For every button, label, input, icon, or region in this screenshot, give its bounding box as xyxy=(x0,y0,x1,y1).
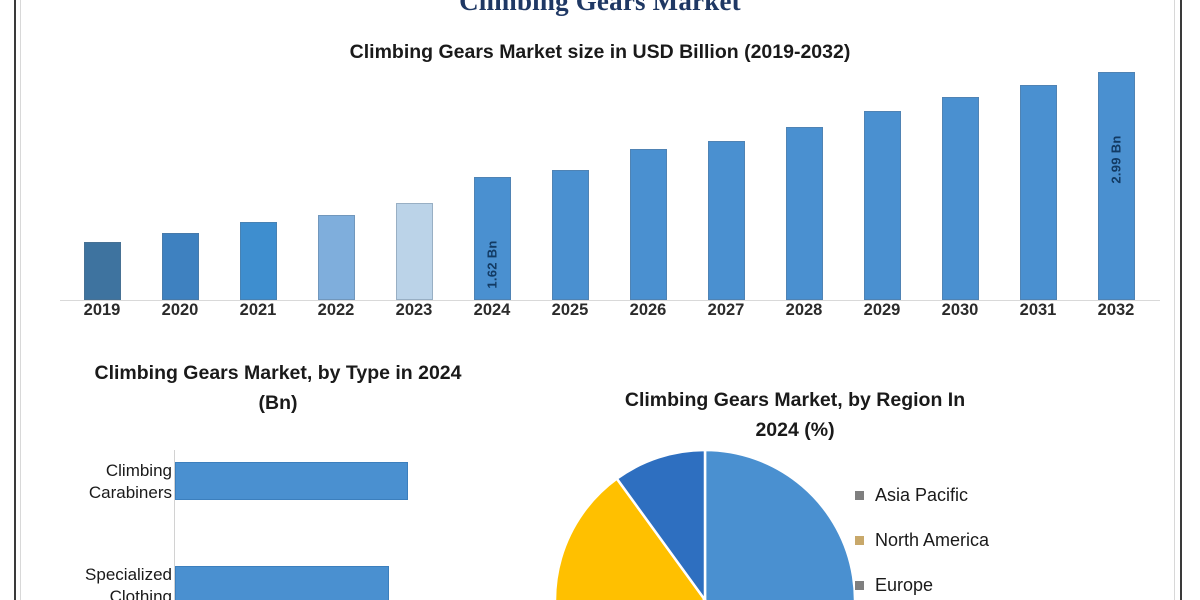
frame-border-right-inner xyxy=(1174,0,1175,600)
column-bar xyxy=(162,233,199,300)
region-legend-swatch-icon xyxy=(855,536,864,545)
column-bar-slot: 2.99 Bn xyxy=(1077,60,1155,300)
type-chart-axis-line xyxy=(174,450,175,600)
column-bar-slot xyxy=(531,60,609,300)
region-pie-slice: Europe: 21% xyxy=(553,476,707,600)
column-chart-axis-line xyxy=(60,300,1160,301)
type-chart-title-line1: Climbing Gears Market, by Type in 2024 xyxy=(94,362,462,384)
region-chart-title-line1: Climbing Gears Market, by Region In xyxy=(624,389,966,411)
type-bar-label: Climbing Carabiners xyxy=(88,461,172,502)
frame-border-left xyxy=(14,0,16,600)
column-bar-slot xyxy=(765,60,843,300)
region-chart-title: Climbing Gears Market, by Region In 2024… xyxy=(555,385,1035,445)
column-bar xyxy=(1020,85,1057,300)
market-size-column-chart: 1.62 Bn 2.99 Bn 2019 2020 2021 2022 2023 2024 2… xyxy=(60,60,1160,335)
region-chart-title-line2: 2024 (%) xyxy=(755,419,835,441)
market-by-type-chart: Climbing Gears Market, by Type in 2024 (… xyxy=(22,358,534,600)
column-bar xyxy=(474,177,511,300)
region-legend-swatch-icon xyxy=(855,491,864,500)
column-chart-x-tick: 2019 xyxy=(83,301,121,319)
column-chart-subtitle: Climbing Gears Market size in USD Billio… xyxy=(349,41,851,63)
region-pie-graphic: Asia Pacific: 45%North America: 24%Europ… xyxy=(553,448,857,600)
frame-border-right xyxy=(1180,0,1182,600)
column-bar-slot xyxy=(999,60,1077,300)
column-bar xyxy=(708,141,745,300)
column-chart-x-tick: 2029 xyxy=(863,301,901,319)
market-by-region-chart: Climbing Gears Market, by Region In 2024… xyxy=(545,385,1185,600)
column-bar xyxy=(396,203,433,300)
region-pie-slice: Asia Pacific: 45% xyxy=(703,448,857,600)
region-pie-svg: Asia Pacific: 45%North America: 24%Europ… xyxy=(553,448,857,600)
column-bar xyxy=(552,170,589,300)
column-chart-x-tick: 2027 xyxy=(707,301,745,319)
type-bar xyxy=(175,566,389,600)
type-bar xyxy=(175,462,408,500)
region-legend-label: Asia Pacific xyxy=(875,485,969,505)
column-bar xyxy=(786,127,823,300)
type-chart-title-line2: (Bn) xyxy=(258,392,298,414)
column-bar-slot xyxy=(219,60,297,300)
column-bar xyxy=(84,242,121,300)
column-bar xyxy=(630,149,667,300)
column-chart-x-tick: 2030 xyxy=(941,301,979,319)
column-bar xyxy=(942,97,979,300)
column-bar-slot xyxy=(297,60,375,300)
report-main-title: Climbing Gears Market xyxy=(459,0,741,16)
column-bar-slot xyxy=(843,60,921,300)
column-bar-slot xyxy=(141,60,219,300)
region-legend-label: Europe xyxy=(875,575,934,595)
region-legend-label: North America xyxy=(875,530,990,550)
frame-border-left-inner xyxy=(20,0,21,600)
column-chart-plot-area: 1.62 Bn 2.99 Bn xyxy=(60,60,1160,300)
column-chart-x-tick: 2024 xyxy=(473,301,511,319)
column-chart-x-tick: 2031 xyxy=(1019,301,1057,319)
region-legend-item: Asia Pacific xyxy=(855,473,1155,518)
column-bar-slot xyxy=(921,60,999,300)
column-bar-slot: 1.62 Bn xyxy=(453,60,531,300)
column-chart-x-tick: 2022 xyxy=(317,301,355,319)
type-bar-label: Specialized Clothing xyxy=(85,565,172,600)
region-legend-item: Europe xyxy=(855,563,1155,600)
column-chart-x-tick: 2021 xyxy=(239,301,277,319)
column-bar xyxy=(864,111,901,300)
column-bar-slot xyxy=(375,60,453,300)
region-legend-item: North America xyxy=(855,518,1155,563)
column-bar xyxy=(1098,72,1135,300)
column-chart-x-tick: 2023 xyxy=(395,301,433,319)
column-chart-x-tick: 2032 xyxy=(1097,301,1135,319)
column-bar-slot xyxy=(609,60,687,300)
column-chart-x-tick: 2026 xyxy=(629,301,667,319)
column-bar-value-label: 1.62 Bn xyxy=(484,240,500,289)
column-bar-value-label: 2.99 Bn xyxy=(1108,135,1124,184)
type-chart-title: Climbing Gears Market, by Type in 2024 (… xyxy=(30,358,526,418)
column-chart-x-tick: 2028 xyxy=(785,301,823,319)
column-bar xyxy=(240,222,277,300)
column-bar-slot xyxy=(63,60,141,300)
region-pie-slice: South America: 10% xyxy=(615,448,707,600)
column-chart-x-tick: 2020 xyxy=(161,301,199,319)
type-chart-plot-area: Climbing Carabiners Specialized Clothing xyxy=(22,450,534,600)
region-legend-swatch-icon xyxy=(855,581,864,590)
column-bar xyxy=(318,215,355,300)
column-chart-x-tick: 2025 xyxy=(551,301,589,319)
column-bar-slot xyxy=(687,60,765,300)
